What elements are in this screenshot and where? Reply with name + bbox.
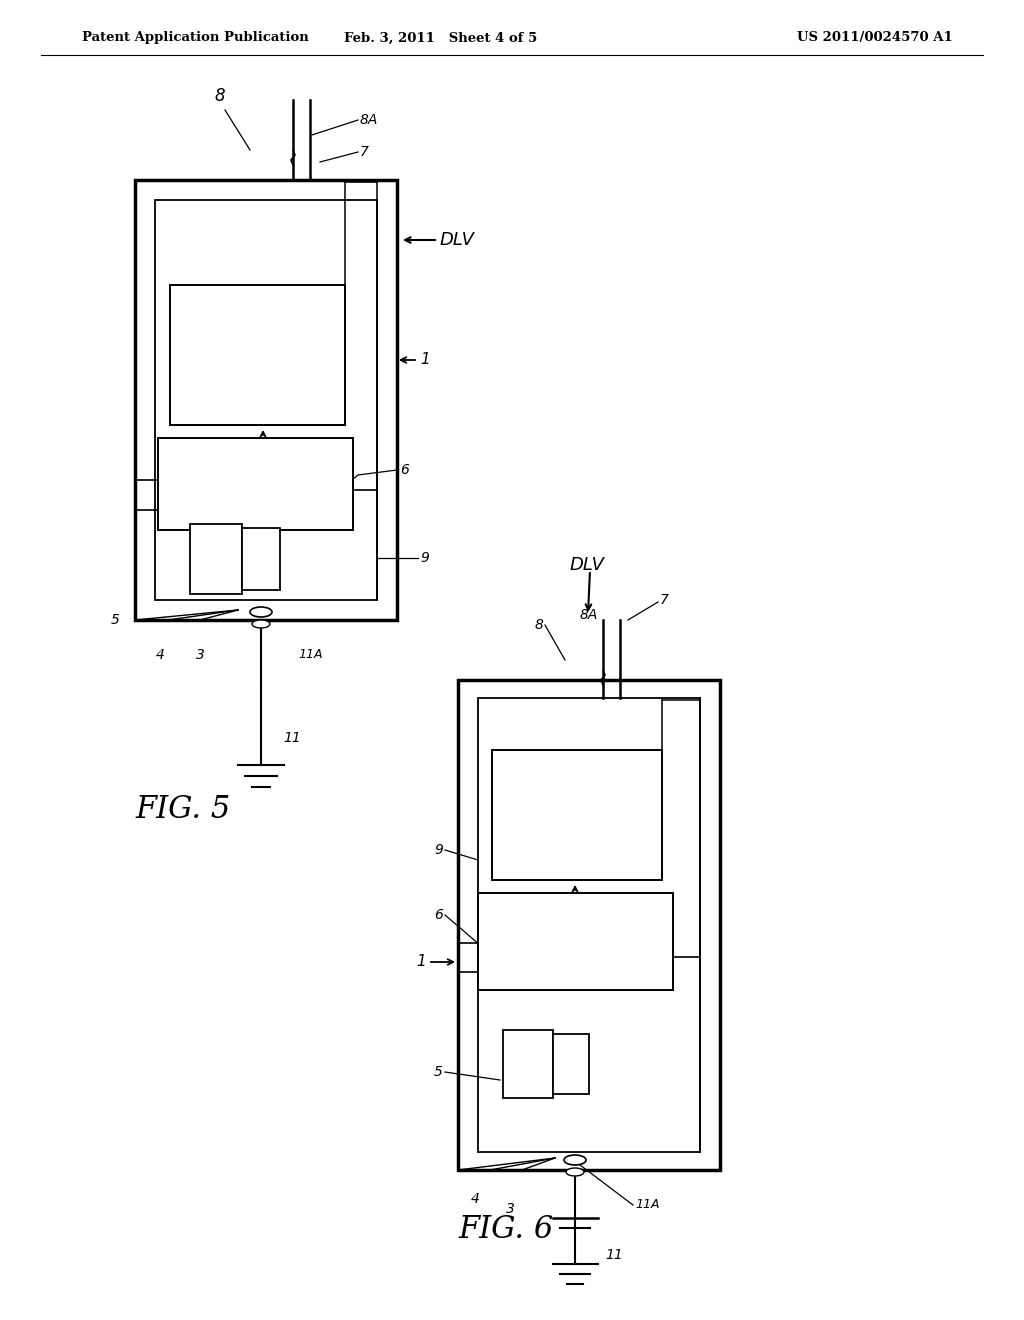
Text: 9: 9 bbox=[434, 843, 443, 857]
Text: 3: 3 bbox=[196, 648, 205, 663]
Text: 11A: 11A bbox=[635, 1199, 659, 1212]
Bar bbox=[170, 285, 345, 425]
Text: Feb. 3, 2011   Sheet 4 of 5: Feb. 3, 2011 Sheet 4 of 5 bbox=[344, 32, 537, 45]
Text: 1: 1 bbox=[420, 352, 430, 367]
Ellipse shape bbox=[252, 620, 270, 628]
Bar bbox=[492, 750, 662, 880]
Bar bbox=[155, 201, 377, 601]
Text: 11A: 11A bbox=[298, 648, 323, 661]
Text: 5: 5 bbox=[434, 1065, 443, 1078]
Text: 6: 6 bbox=[434, 908, 443, 921]
Bar bbox=[503, 1030, 553, 1098]
Text: 8A: 8A bbox=[360, 114, 379, 127]
Text: 8: 8 bbox=[215, 87, 225, 106]
Text: 7: 7 bbox=[360, 145, 369, 158]
Text: 11: 11 bbox=[605, 1247, 623, 1262]
Text: 1: 1 bbox=[416, 954, 426, 969]
Text: Patent Application Publication: Patent Application Publication bbox=[82, 32, 308, 45]
Text: FIG. 6: FIG. 6 bbox=[458, 1214, 553, 1246]
Bar bbox=[158, 438, 353, 531]
Text: 6: 6 bbox=[400, 463, 409, 477]
Bar bbox=[478, 698, 700, 1152]
Bar bbox=[458, 680, 720, 1170]
Text: 8A: 8A bbox=[580, 609, 598, 622]
Text: DLV: DLV bbox=[570, 556, 605, 574]
Text: 11: 11 bbox=[283, 731, 301, 744]
Text: 4: 4 bbox=[156, 648, 165, 663]
Text: 8: 8 bbox=[535, 618, 543, 632]
Bar bbox=[135, 180, 397, 620]
Text: 5: 5 bbox=[112, 612, 120, 627]
Text: 4: 4 bbox=[471, 1192, 479, 1206]
Text: 9: 9 bbox=[420, 550, 429, 565]
Ellipse shape bbox=[250, 607, 272, 616]
Bar bbox=[242, 528, 280, 590]
Ellipse shape bbox=[564, 1155, 586, 1166]
Bar bbox=[553, 1034, 589, 1094]
Bar bbox=[478, 894, 673, 990]
Text: 3: 3 bbox=[506, 1203, 514, 1216]
Text: 7: 7 bbox=[660, 593, 669, 607]
Text: US 2011/0024570 A1: US 2011/0024570 A1 bbox=[797, 32, 952, 45]
Text: FIG. 5: FIG. 5 bbox=[135, 795, 230, 825]
Ellipse shape bbox=[566, 1168, 584, 1176]
Bar bbox=[190, 524, 242, 594]
Text: DLV: DLV bbox=[440, 231, 475, 249]
